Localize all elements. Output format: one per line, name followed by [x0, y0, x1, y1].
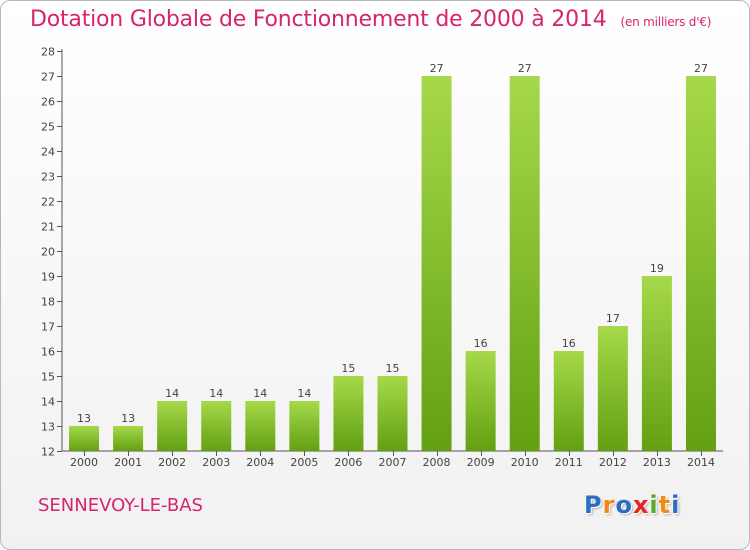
- y-tick-label: 25: [41, 121, 55, 134]
- bar: [553, 351, 584, 451]
- logo-letter: x: [632, 491, 650, 519]
- x-tick-label: 2009: [467, 456, 495, 469]
- x-tick-label: 2007: [379, 456, 407, 469]
- logo-letter: i: [649, 491, 659, 519]
- data-label: 14: [209, 387, 223, 400]
- data-label: 17: [606, 312, 620, 325]
- data-label: 14: [165, 387, 179, 400]
- data-label: 14: [253, 387, 267, 400]
- y-tick-label: 12: [41, 446, 55, 459]
- y-tick-label: 24: [41, 146, 55, 159]
- x-tick-label: 2005: [290, 456, 318, 469]
- x-tick-label: 2002: [158, 456, 186, 469]
- y-tick-label: 20: [41, 246, 55, 259]
- logo-letter: o: [615, 491, 633, 519]
- y-tick-label: 26: [41, 96, 55, 109]
- bar: [289, 401, 320, 451]
- bar: [113, 426, 144, 451]
- chart-unit: (en milliers d'€): [620, 15, 712, 29]
- chart-labels: 2000 13 2001 13 2002 14 2003 14 2004 14 2005 14 2006…: [70, 62, 715, 469]
- y-tick-label: 13: [41, 421, 55, 434]
- y-tick-label: 18: [41, 296, 55, 309]
- data-label: 13: [121, 412, 135, 425]
- y-tick-label: 28: [41, 46, 55, 59]
- y-tick-label: 16: [41, 346, 55, 359]
- logo-letter: r: [602, 491, 616, 519]
- data-label: 14: [297, 387, 311, 400]
- proxiti-logo: Proxiti: [584, 491, 680, 519]
- x-tick-label: 2013: [643, 456, 671, 469]
- bar: [685, 76, 716, 451]
- y-tick-label: 23: [41, 171, 55, 184]
- bar: [641, 276, 672, 451]
- chart-bars: [69, 76, 716, 451]
- bar: [157, 401, 188, 451]
- logo-letter: i: [671, 491, 681, 519]
- data-label: 16: [474, 337, 488, 350]
- bar: [201, 401, 232, 451]
- bar: [333, 376, 364, 451]
- y-tick-label: 22: [41, 196, 55, 209]
- x-tick-label: 2014: [687, 456, 715, 469]
- data-label: 15: [386, 362, 400, 375]
- x-tick-label: 2010: [511, 456, 539, 469]
- commune-name: SENNEVOY-LE-BAS: [38, 495, 203, 516]
- x-tick-label: 2008: [423, 456, 451, 469]
- chart-axes: 12 13 14 15 16 17 18 19 20 21 22 23 24 25 26 27 28: [41, 46, 723, 459]
- bar: [69, 426, 100, 451]
- y-tick-label: 14: [41, 396, 55, 409]
- data-label: 13: [77, 412, 91, 425]
- bar: [509, 76, 540, 451]
- bar: [421, 76, 452, 451]
- y-tick-label: 17: [41, 321, 55, 334]
- data-label: 19: [650, 262, 664, 275]
- x-tick-label: 2011: [555, 456, 583, 469]
- data-label: 15: [341, 362, 355, 375]
- x-tick-label: 2000: [70, 456, 98, 469]
- y-tick-label: 15: [41, 371, 55, 384]
- chart-title: Dotation Globale de Fonctionnement de 20…: [30, 7, 711, 32]
- data-label: 27: [694, 62, 708, 75]
- y-tick-label: 19: [41, 271, 55, 284]
- x-tick-label: 2003: [202, 456, 230, 469]
- bar: [465, 351, 496, 451]
- x-tick-label: 2004: [246, 456, 274, 469]
- bar: [597, 326, 628, 451]
- logo-letter: t: [658, 491, 672, 519]
- y-tick-label: 21: [41, 221, 55, 234]
- x-tick-label: 2006: [334, 456, 362, 469]
- data-label: 27: [430, 62, 444, 75]
- y-tick-label: 27: [41, 71, 55, 84]
- chart-title-text: Dotation Globale de Fonctionnement de 20…: [30, 7, 607, 32]
- bar: [245, 401, 276, 451]
- logo-letter: P: [584, 491, 603, 519]
- bar: [377, 376, 408, 451]
- x-tick-label: 2001: [114, 456, 142, 469]
- data-label: 27: [518, 62, 532, 75]
- data-label: 16: [562, 337, 576, 350]
- x-tick-label: 2012: [599, 456, 627, 469]
